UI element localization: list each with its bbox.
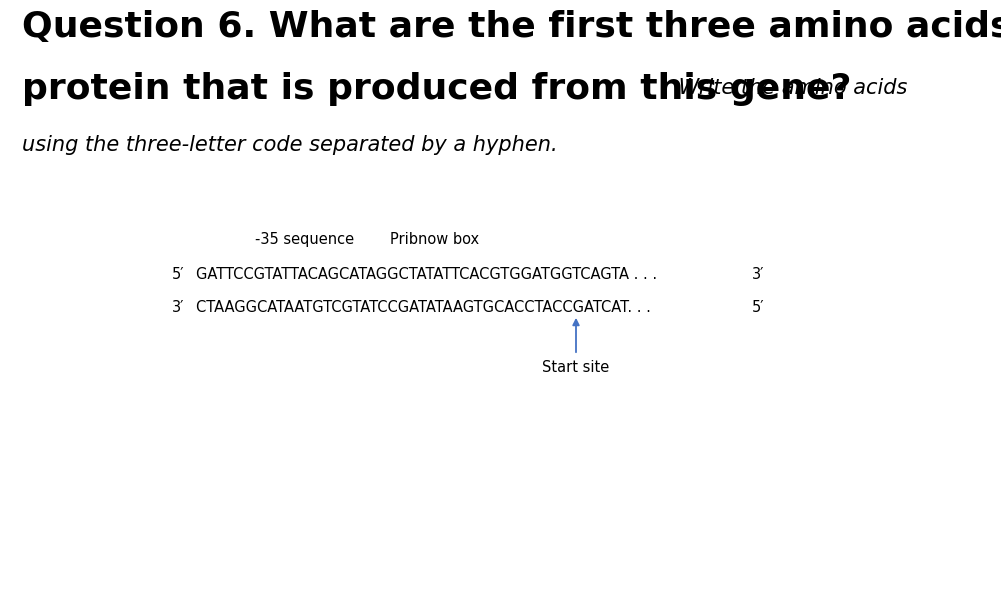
Text: CTAAGGCATAATGTCGTATCCGATATAAGTGCACCTACCGATCAT. . .: CTAAGGCATAATGTCGTATCCGATATAAGTGCACCTACCG… [196,300,651,315]
Text: using the three-letter code separated by a hyphen.: using the three-letter code separated by… [22,135,558,155]
Text: Write the amino acids: Write the amino acids [672,78,907,98]
Text: 5′: 5′ [172,267,184,282]
Text: GATTCCGTATTACAGCATAGGCTATATTCACGTGGATGGTCAGTA . . .: GATTCCGTATTACAGCATAGGCTATATTCACGTGGATGGT… [196,267,657,282]
Text: Question 6. What are the first three amino acids in the: Question 6. What are the first three ami… [22,10,1001,44]
Text: 5′: 5′ [752,300,765,315]
Text: protein that is produced from this gene?: protein that is produced from this gene? [22,72,852,106]
Text: Pribnow box: Pribnow box [390,232,479,247]
Text: 3′: 3′ [752,267,765,282]
Text: 3′: 3′ [172,300,184,315]
Text: Start site: Start site [543,360,610,375]
Text: -35 sequence: -35 sequence [255,232,354,247]
